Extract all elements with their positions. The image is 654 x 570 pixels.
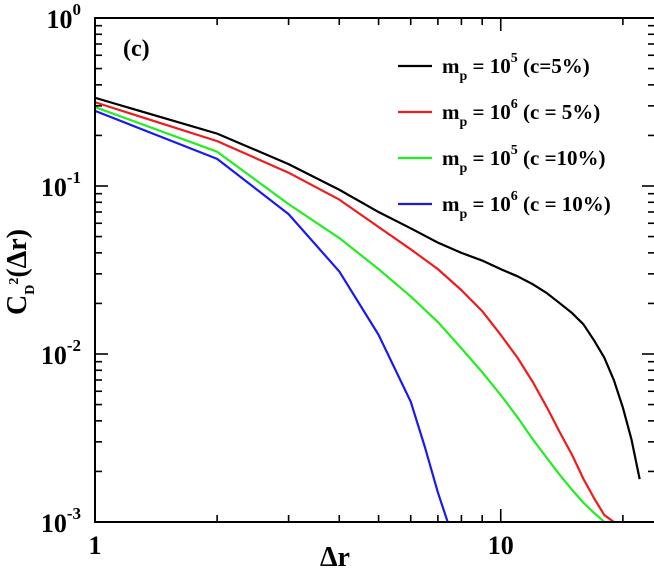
y-tick-label: 10-1	[41, 168, 81, 202]
legend-label-post: (c =10%)	[518, 146, 606, 170]
y-axis-label-base: C	[2, 295, 33, 315]
y-axis-label: CD2(Δr)	[2, 229, 38, 315]
legend-label-post: (c = 5%)	[518, 100, 601, 124]
legend-label-sub: p	[460, 207, 468, 222]
legend-label-pre: m	[442, 54, 460, 78]
y-tick-base: 10	[41, 173, 67, 202]
legend-entry-1: mp = 105 (c=5%)	[442, 51, 590, 84]
y-axis-label-sub: D	[23, 285, 38, 295]
legend-label-mid: = 10	[467, 146, 510, 170]
y-tick-exponent: -2	[67, 336, 81, 355]
legend-label-sub: p	[460, 115, 468, 130]
y-axis-label-tail: (Δr)	[2, 229, 33, 278]
x-tick-label: 10	[488, 531, 514, 560]
series-line-1	[95, 96, 641, 480]
y-tick-exponent: 0	[73, 0, 82, 19]
series-line-3	[95, 106, 606, 522]
legend-label-mid: = 10	[467, 54, 510, 78]
series-line-4	[95, 109, 449, 522]
axes-layer	[94, 17, 654, 523]
series-line-2	[95, 101, 615, 522]
legend-label-sup: 6	[511, 97, 518, 112]
series-layer	[95, 96, 641, 522]
y-tick-exponent: -3	[67, 504, 81, 523]
legend-label-mid: = 10	[467, 192, 510, 216]
legend-label-post: (c=5%)	[518, 54, 590, 78]
y-tick-label: 10-3	[41, 504, 81, 538]
x-axis-label: Δr	[320, 542, 350, 570]
legend-label-sup: 6	[511, 189, 518, 204]
y-tick-base: 10	[41, 509, 67, 538]
legend-label-pre: m	[442, 100, 460, 124]
y-tick-label: 100	[47, 0, 82, 34]
y-axis-label-sup: 2	[7, 278, 22, 285]
legend-label-pre: m	[442, 192, 460, 216]
legend-label-sub: p	[460, 69, 468, 84]
x-tick-label: 1	[89, 531, 102, 560]
legend-label-mid: = 10	[467, 100, 510, 124]
legend-label-sup: 5	[511, 51, 518, 66]
y-tick-base: 10	[41, 341, 67, 370]
legend: mp = 105 (c=5%)mp = 106 (c = 5%)mp = 105…	[398, 51, 611, 222]
y-tick-label: 10-2	[41, 336, 81, 370]
legend-label-sup: 5	[511, 143, 518, 158]
y-tick-base: 10	[47, 5, 73, 34]
panel-label: (c)	[123, 36, 150, 62]
legend-entry-4: mp = 106 (c = 10%)	[442, 189, 611, 222]
y-tick-exponent: -1	[67, 168, 81, 187]
plot-frame	[94, 17, 654, 523]
legend-entry-3: mp = 105 (c =10%)	[442, 143, 606, 176]
legend-label-pre: m	[442, 146, 460, 170]
legend-label-post: (c = 10%)	[518, 192, 611, 216]
legend-entry-2: mp = 106 (c = 5%)	[442, 97, 600, 130]
legend-label-sub: p	[460, 161, 468, 176]
